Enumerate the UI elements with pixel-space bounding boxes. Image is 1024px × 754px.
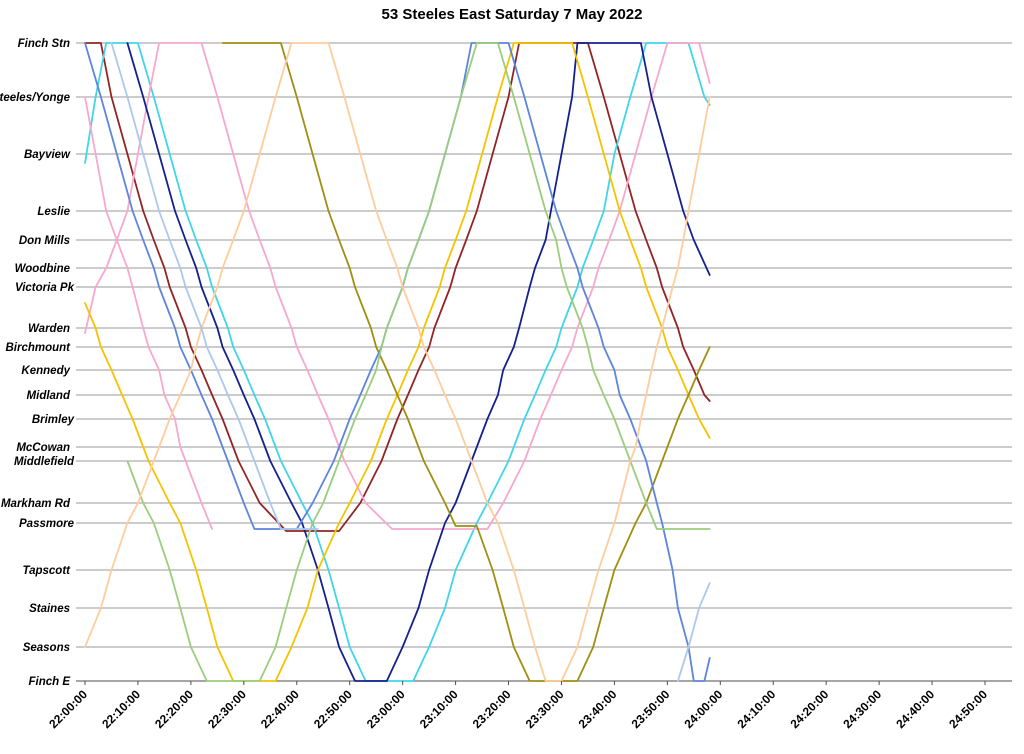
y-axis-stop-label: Woodbine [15, 263, 71, 275]
y-axis-stop-label: Kennedy [21, 365, 70, 377]
y-axis-stop-label: Staines [29, 603, 70, 615]
x-axis-time-label: 24:40:00 [893, 687, 937, 731]
vehicle-trajectory-run-maroon [84, 42, 711, 532]
vehicle-trajectory-run-green [126, 42, 711, 682]
x-axis-time-label: 23:00:00 [364, 687, 408, 731]
y-axis-stop-label: Brimley [32, 414, 75, 426]
vehicle-trajectory-run-olive [221, 42, 711, 682]
vehicle-trajectory-run-lightblue-a [110, 42, 319, 530]
chart-title: 53 Steeles East Saturday 7 May 2022 [381, 6, 643, 23]
x-axis-time-label: 22:30:00 [205, 687, 249, 731]
x-axis-time-label: 24:20:00 [787, 687, 831, 731]
x-axis-time-label: 23:50:00 [629, 687, 673, 731]
y-axis-stop-label: Leslie [37, 206, 70, 218]
vehicle-trajectory-run-navy [126, 42, 711, 682]
x-axis-time-label: 23:20:00 [470, 687, 514, 731]
x-axis-time-label: 22:40:00 [258, 687, 302, 731]
x-axis-time-label: 23:10:00 [417, 687, 461, 731]
x-axis-time-label: 22:10:00 [99, 687, 143, 731]
x-axis-time-label: 24:00:00 [682, 687, 726, 731]
vehicle-trajectory-run-cyan [84, 42, 711, 682]
y-axis-stop-label: Tapscott [23, 565, 72, 577]
y-axis-stop-label: Bayview [24, 149, 71, 161]
vehicle-trajectory-run-pink-b [84, 96, 214, 530]
x-axis-time-label: 24:10:00 [734, 687, 778, 731]
x-axis-time-label: 23:40:00 [576, 687, 620, 731]
y-axis-stop-label: Midland [27, 390, 71, 402]
y-axis-stop-label: Middlefield [14, 456, 75, 468]
x-axis-time-label: 22:00:00 [46, 687, 90, 731]
x-axis-time-label: 22:20:00 [152, 687, 196, 731]
y-axis-stop-label: Warden [28, 323, 70, 335]
y-axis-stop-label: Markham Rd [1, 498, 71, 510]
y-axis-stop-label: Finch E [28, 676, 70, 688]
y-axis-stop-label: Finch Stn [18, 38, 70, 50]
y-axis-stop-label: Seasons [23, 642, 70, 654]
y-axis-stop-label: Don Mills [19, 235, 70, 247]
vehicle-trajectory-run-lightblue-b [677, 582, 711, 682]
x-axis-time-label: 24:30:00 [840, 687, 884, 731]
vehicle-trajectory-run-peach [84, 42, 711, 682]
vehicle-trajectory-run-pink-a [84, 42, 711, 530]
x-axis-time-label: 23:30:00 [523, 687, 567, 731]
x-axis-time-label: 22:50:00 [311, 687, 355, 731]
y-axis-stop-label: McCowan [16, 442, 70, 454]
y-axis-stop-label: Victoria Pk [15, 282, 75, 294]
y-axis-stop-label: Birchmount [5, 342, 71, 354]
y-axis-stop-label: Steeles/Yonge [0, 92, 71, 104]
y-axis-stop-label: Passmore [19, 518, 75, 530]
x-axis-time-label: 24:50:00 [946, 687, 990, 731]
